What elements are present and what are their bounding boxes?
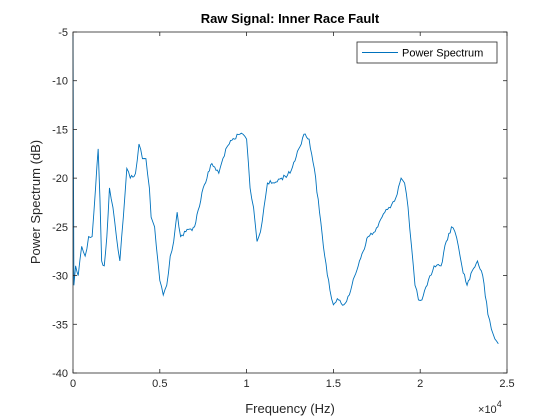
legend-label: Power Spectrum xyxy=(402,48,483,60)
y-tick-label: -20 xyxy=(52,173,68,185)
x-axis-exponent: ×104 xyxy=(478,399,502,416)
series-layer xyxy=(72,34,499,345)
axes-box xyxy=(72,31,508,374)
plot-area xyxy=(73,32,507,373)
x-tick-label: 2.5 xyxy=(499,378,514,390)
legend: Power Spectrum xyxy=(356,41,498,64)
legend-box xyxy=(356,41,498,64)
y-tick-label: -40 xyxy=(52,368,68,380)
y-tick-label: -35 xyxy=(52,319,68,331)
x-tick-label: 2 xyxy=(417,378,423,390)
series-line-1 xyxy=(72,34,499,345)
y-tick-label: -5 xyxy=(58,27,68,39)
axes-layer: 0 0.5 1 1.5 2 2.5 -40 -35 -30 -25 -20 -15 -10 -5 xyxy=(52,27,515,390)
chart-title: Raw Signal: Inner Race Fault xyxy=(201,11,380,26)
y-axis-label: Power Spectrum (dB) xyxy=(28,140,43,264)
x-axis-exponent-multiplier: × xyxy=(478,404,484,416)
x-tick-label: 0.5 xyxy=(152,378,167,390)
x-tick-label: 1.5 xyxy=(326,378,341,390)
x-axis-exponent-base: 10 xyxy=(484,404,496,416)
x-tick-label: 1 xyxy=(244,378,250,390)
y-tick-label: -15 xyxy=(52,124,68,136)
x-axis-label: Frequency (Hz) xyxy=(245,401,335,416)
y-tick-label: -10 xyxy=(52,76,68,88)
y-tick-label: -30 xyxy=(52,271,68,283)
y-tick-label: -25 xyxy=(52,222,68,234)
x-axis-exponent-power: 4 xyxy=(497,399,502,409)
x-tick-label: 0 xyxy=(70,378,76,390)
